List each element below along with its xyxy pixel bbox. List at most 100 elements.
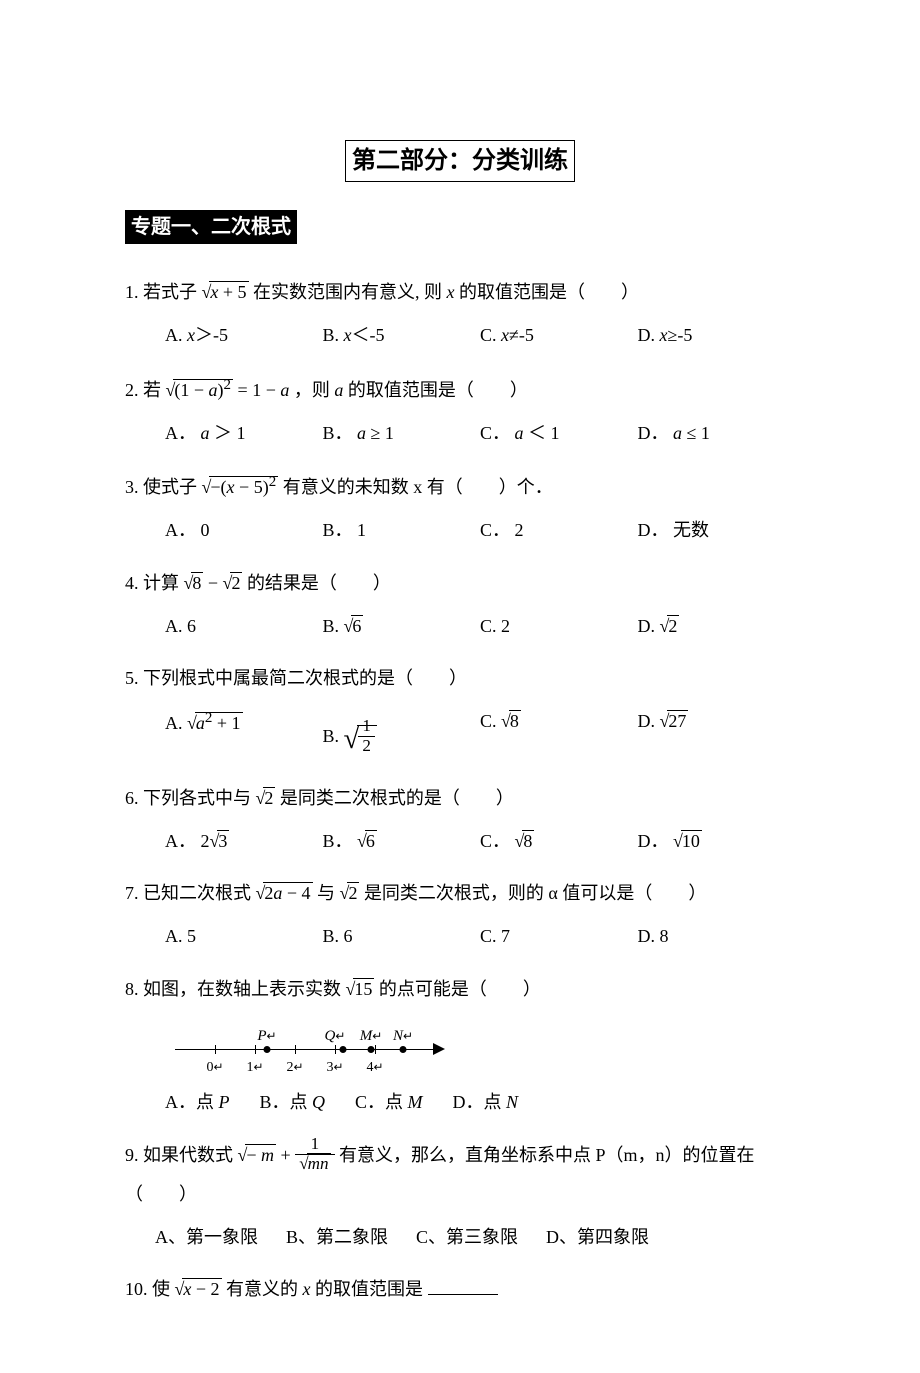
- q1-optB: B. x＜-5: [323, 316, 481, 356]
- q5-optC: C. √8: [480, 702, 638, 765]
- q2-optC: C． a ＜ 1: [480, 414, 638, 454]
- q7-optB: B. 6: [323, 917, 481, 957]
- sqrt-icon: √x + 5: [202, 274, 249, 310]
- q7-stem-mid: 与: [317, 883, 335, 903]
- q9-optA: A、第一象限: [155, 1218, 258, 1258]
- q8-optA: A．点 P: [165, 1083, 230, 1123]
- question-1: 1. 若式子 √x + 5 在实数范围内有意义, 则 x 的取值范围是（ ）: [125, 274, 795, 310]
- q6-stem-post: 是同类二次根式的是（ ）: [280, 788, 514, 808]
- tick: [295, 1045, 296, 1054]
- sqrt-icon: √(1 − a)2: [166, 370, 234, 408]
- question-2: 2. 若 √(1 − a)2 = 1 − a ，则 a 的取值范围是（ ）: [125, 370, 795, 408]
- q10-var: x: [303, 1279, 311, 1299]
- q1-options: A. x＞-5 B. x＜-5 C. x≠-5 D. x≥-5: [165, 316, 795, 356]
- tick-label: 2↵: [286, 1057, 303, 1078]
- q6-options: A． 2√3 B． √6 C． √8 D． √10: [165, 822, 795, 862]
- fill-blank[interactable]: [428, 1276, 498, 1295]
- q8-optB: B．点 Q: [260, 1083, 326, 1123]
- q5-optD: D. √27: [638, 702, 796, 765]
- tick-label: 0↵: [206, 1057, 223, 1078]
- q2-optA: A． a ＞ 1: [165, 414, 323, 454]
- tick-label: 1↵: [246, 1057, 263, 1078]
- q4-optC: C. 2: [480, 607, 638, 647]
- point-label: Q↵: [325, 1025, 346, 1048]
- number-line-figure: 0↵ 1↵ 2↵ 3↵ 4↵ P↵ Q↵ M↵ N↵: [175, 1017, 455, 1077]
- q10-stem-tail: 的取值范围是: [315, 1279, 423, 1299]
- q6-stem-pre: 6. 下列各式中与: [125, 788, 251, 808]
- q4-optD: D. √2: [638, 607, 796, 647]
- q6-optA: A． 2√3: [165, 822, 323, 862]
- q5-options: A. √a2 + 1 B. √12 C. √8 D. √27: [165, 702, 795, 765]
- q1-optA: A. x＞-5: [165, 316, 323, 356]
- question-5: 5. 下列根式中属最简二次根式的是（ ）: [125, 660, 795, 696]
- number-line-axis: [175, 1049, 435, 1050]
- question-9: 9. 如果代数式 √− m + 1 √mn 有意义，那么，直角坐标系中点 P（m…: [125, 1137, 795, 1212]
- sqrt-icon: √15: [346, 971, 375, 1007]
- tick: [215, 1045, 216, 1054]
- section-title-text: 第二部分：分类训练: [345, 140, 575, 182]
- point-label: M↵: [360, 1025, 383, 1048]
- question-4: 4. 计算 √8 − √2 的结果是（ ）: [125, 565, 795, 601]
- q1-stem-post: 在实数范围内有意义, 则: [253, 282, 442, 302]
- q4-stem-post: 的结果是（ ）: [247, 573, 391, 593]
- q8-stem-post: 的点可能是（ ）: [379, 979, 541, 999]
- q3-stem-pre: 3. 使式子: [125, 477, 197, 497]
- q7-optD: D. 8: [638, 917, 796, 957]
- q6-optB: B． √6: [323, 822, 481, 862]
- sqrt-icon: √2: [256, 780, 276, 816]
- q9-optD: D、第四象限: [546, 1218, 649, 1258]
- q4-optB: B. √6: [323, 607, 481, 647]
- q9-plus: +: [281, 1145, 296, 1165]
- q1-optD: D. x≥-5: [638, 316, 796, 356]
- q9-optB: B、第二象限: [286, 1218, 388, 1258]
- q7-optA: A. 5: [165, 917, 323, 957]
- point-label: P↵: [257, 1025, 276, 1048]
- question-6: 6. 下列各式中与 √2 是同类二次根式的是（ ）: [125, 780, 795, 816]
- point-label: N↵: [393, 1025, 413, 1048]
- q5-optB: B. √12: [323, 702, 481, 765]
- q2-stem-post: ，则: [294, 380, 330, 400]
- sqrt-icon: √−(x − 5)2: [202, 467, 279, 505]
- q9-options: A、第一象限 B、第二象限 C、第三象限 D、第四象限: [155, 1218, 795, 1258]
- tick: [255, 1045, 256, 1054]
- q6-optD: D． √10: [638, 822, 796, 862]
- q10-stem-pre: 10. 使: [125, 1279, 170, 1299]
- q8-stem-pre: 8. 如图，在数轴上表示实数: [125, 979, 341, 999]
- q3-options: A． 0 B． 1 C． 2 D． 无数: [165, 511, 795, 551]
- q1-stem-pre: 1. 若式子: [125, 282, 197, 302]
- q2-optD: D． a ≤ 1: [638, 414, 796, 454]
- q2-stem-mid: = 1 − a: [238, 380, 290, 400]
- q7-options: A. 5 B. 6 C. 7 D. 8: [165, 917, 795, 957]
- sqrt-icon: √2: [223, 565, 243, 601]
- topic-title: 专题一、二次根式: [125, 210, 297, 244]
- q3-optB: B． 1: [323, 511, 481, 551]
- q10-stem-post: 有意义的: [226, 1279, 298, 1299]
- tick-label: 4↵: [366, 1057, 383, 1078]
- q3-optC: C． 2: [480, 511, 638, 551]
- q2-options: A． a ＞ 1 B． a ≥ 1 C． a ＜ 1 D． a ≤ 1: [165, 414, 795, 454]
- q8-options: A．点 P B．点 Q C．点 M D．点 N: [165, 1083, 795, 1123]
- q4-options: A. 6 B. √6 C. 2 D. √2: [165, 607, 795, 647]
- arrow-icon: [433, 1043, 445, 1055]
- fraction: 1 √mn: [295, 1135, 334, 1174]
- q5-optA: A. √a2 + 1: [165, 702, 323, 765]
- question-8: 8. 如图，在数轴上表示实数 √15 的点可能是（ ）: [125, 971, 795, 1007]
- q7-stem-pre: 7. 已知二次根式: [125, 883, 251, 903]
- sqrt-icon: √8: [184, 565, 204, 601]
- q4-stem-pre: 4. 计算: [125, 573, 179, 593]
- q3-stem-post: 有意义的未知数 x 有（ ）个．: [283, 477, 553, 497]
- q2-var: a: [334, 380, 343, 400]
- q2-stem-pre: 2. 若: [125, 380, 161, 400]
- q6-optC: C． √8: [480, 822, 638, 862]
- q1-stem-tail: 的取值范围是（ ）: [459, 282, 639, 302]
- section-title: 第二部分：分类训练: [125, 140, 795, 182]
- q7-optC: C. 7: [480, 917, 638, 957]
- q9-stem-pre: 9. 如果代数式: [125, 1145, 233, 1165]
- q5-stem: 5. 下列根式中属最简二次根式的是（ ）: [125, 668, 467, 688]
- sqrt-icon: √− m: [238, 1137, 277, 1173]
- q8-optD: D．点 N: [453, 1083, 519, 1123]
- sqrt-icon: √2a − 4: [256, 875, 313, 911]
- q9-optC: C、第三象限: [416, 1218, 518, 1258]
- q8-optC: C．点 M: [355, 1083, 423, 1123]
- q1-optC: C. x≠-5: [480, 316, 638, 356]
